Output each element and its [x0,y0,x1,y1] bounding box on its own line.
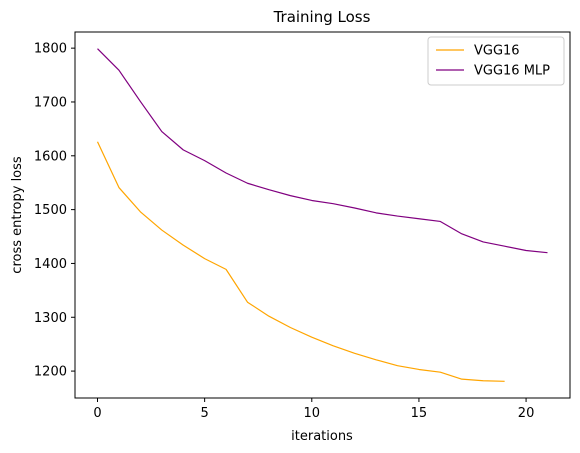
series-line-vgg16-mlp [97,48,548,254]
y-tick-label: 1300 [34,311,67,326]
x-tick-label: 10 [304,406,321,421]
y-tick-label: 1700 [34,95,67,110]
chart-title: Training Loss [273,8,371,26]
legend-label-vgg16-mlp: VGG16 MLP [474,64,550,79]
legend: VGG16 VGG16 MLP [427,36,565,86]
x-tick-label: 20 [518,406,535,421]
x-tick-label: 15 [411,406,428,421]
y-tick-label: 1200 [34,365,67,380]
y-tick-label: 1400 [34,257,67,272]
legend-label-vgg16: VGG16 [474,44,520,59]
y-axis-label: cross entropy loss [10,156,25,274]
y-tick-label: 1600 [34,149,67,164]
plot-frame [74,31,571,399]
x-axis-label: iterations [291,429,353,444]
legend-box [427,36,565,86]
x-tick-label: 0 [93,406,101,421]
axes-layer: 0 5 10 15 20 1200 1300 1400 1500 1600 1700 1800 [34,42,534,421]
y-tick-label: 1800 [34,42,67,57]
y-tick-label: 1500 [34,203,67,218]
plot-area [75,32,570,398]
x-tick-label: 5 [201,406,209,421]
series-line-vgg16 [96,141,505,382]
series-layer [96,48,548,382]
